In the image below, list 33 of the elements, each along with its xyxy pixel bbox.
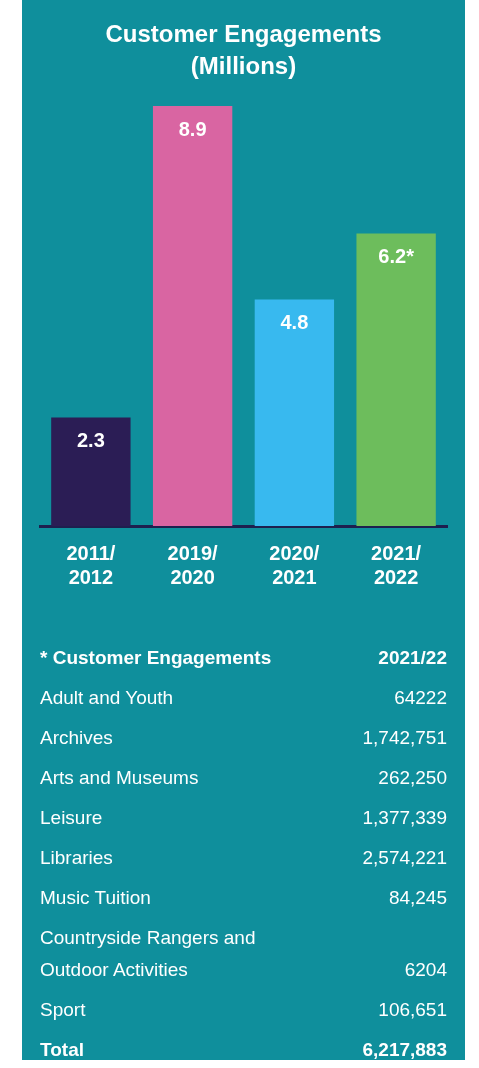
bar (356, 233, 436, 526)
text: 2,574,221 (362, 846, 447, 870)
text: 106,651 (378, 998, 447, 1022)
x-tick-label: 2019/2020 (167, 541, 219, 588)
bar (152, 106, 233, 526)
text: Arts and Museums (40, 766, 199, 790)
x-tick-label: 2021/2022 (371, 541, 422, 588)
text: 1,742,751 (362, 726, 447, 750)
data-label: 6.2* (378, 244, 415, 267)
text: Music Tuition (40, 886, 151, 910)
text: Adult and Youth (40, 686, 174, 710)
text: Archives (40, 726, 113, 750)
text: 6,217,883 (362, 1038, 447, 1062)
text: Countryside Rangers and Outdoor Activities (40, 926, 257, 982)
text: 64222 (394, 686, 447, 710)
text: 6204 (404, 958, 447, 982)
text: Total (40, 1038, 84, 1062)
x-tick-label: 2020/2021 (269, 541, 320, 588)
data-label: 4.8 (280, 311, 309, 333)
text: Sport (40, 998, 86, 1022)
data-label: 8.9 (178, 117, 207, 140)
chart-title: Customer Engagements (Millions) (104, 19, 383, 81)
text: 84,245 (388, 886, 447, 910)
bar (51, 417, 131, 526)
bar (254, 299, 335, 526)
text: 1,377,339 (362, 806, 447, 830)
text: 262,250 (378, 766, 447, 790)
text: Libraries (40, 846, 113, 870)
text: * Customer Engagements (40, 646, 272, 670)
text: Leisure (40, 806, 103, 830)
data-label: 2.3 (76, 428, 105, 451)
text: 2021/22 (378, 646, 447, 670)
x-tick-label: 2011/2012 (66, 541, 116, 588)
